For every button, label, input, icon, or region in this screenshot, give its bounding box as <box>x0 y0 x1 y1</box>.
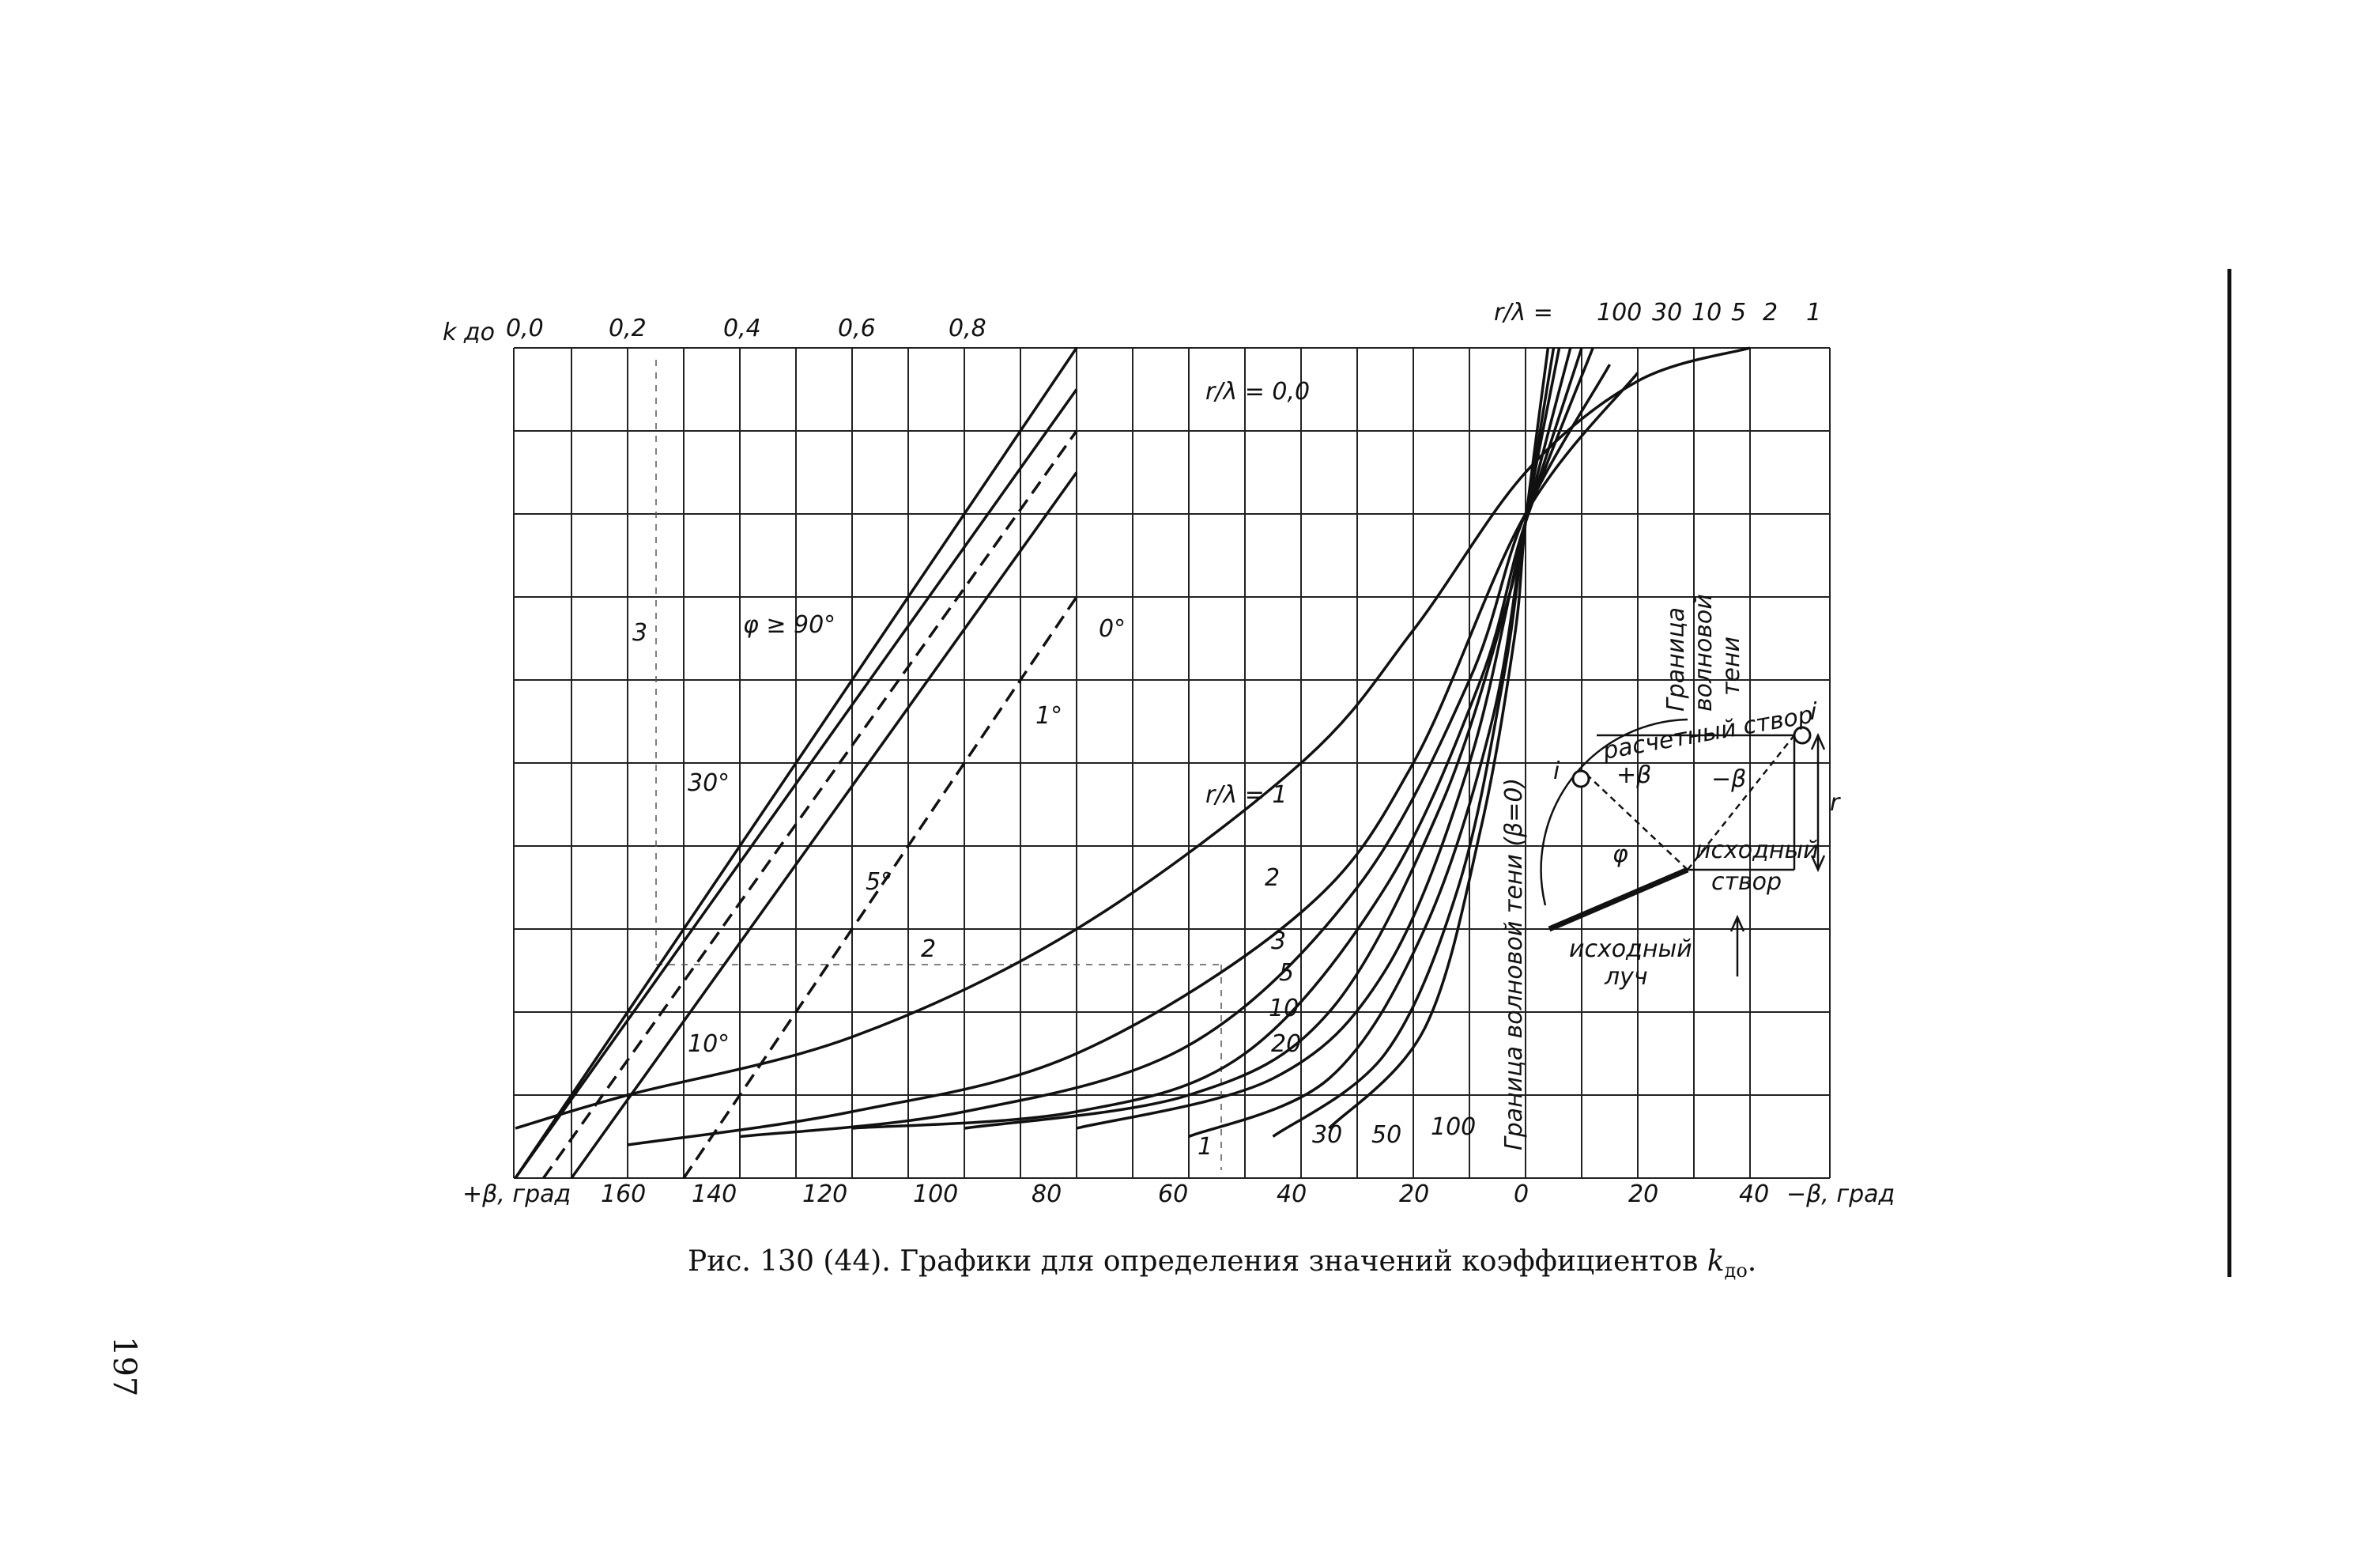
chart-grid-dashed <box>655 360 1222 1170</box>
inset-plus-beta: +β <box>1616 761 1651 789</box>
x-tick-left-5: 60 <box>1158 1180 1188 1208</box>
chart-grid <box>513 347 1831 1179</box>
curve-label-30: 30 <box>1312 1121 1342 1149</box>
r-lambda-top-0: 100 <box>1597 299 1642 327</box>
far-field-curve-4 <box>682 596 1078 1179</box>
inset-initial-ray-1: исходный <box>1569 935 1692 963</box>
caption-text: Рис. 130 (44). Графики для определения з… <box>688 1245 1707 1278</box>
curve-label-5: 5 <box>1279 959 1294 987</box>
inset-phi-label: φ <box>1612 840 1628 868</box>
r-lambda-curve-1 <box>515 346 1751 1130</box>
caption-tail: . <box>1747 1245 1757 1278</box>
phi-label-90: φ ≥ 90° <box>743 611 835 639</box>
y-tick-3: 0,6 <box>838 315 876 342</box>
shadow-small-label-3: тени <box>1718 636 1745 696</box>
example-label-3: 3 <box>632 619 647 647</box>
x-tick-left-0: 160 <box>601 1180 646 1208</box>
x-tick-left-2: 120 <box>802 1180 847 1208</box>
x-axis-label-left: +β, град <box>462 1180 571 1208</box>
inset-r-label: r <box>1830 789 1841 817</box>
caption-subscript: до <box>1724 1260 1748 1282</box>
x-tick-left-6: 40 <box>1277 1180 1307 1208</box>
figure-caption: Рис. 130 (44). Графики для определения з… <box>688 1245 1756 1282</box>
r-lambda-top-3: 5 <box>1731 299 1746 327</box>
curve-label-20: 20 <box>1271 1030 1301 1058</box>
caption-symbol: k <box>1707 1245 1725 1278</box>
r-lambda-top-1: 30 <box>1652 299 1682 327</box>
far-field-curve-2 <box>542 429 1078 1180</box>
r-lambda-top-4: 2 <box>1763 299 1778 327</box>
curve-label-2: 2 <box>1265 864 1280 892</box>
curve-label-3: 3 <box>1271 927 1286 955</box>
x-tick-left-3: 100 <box>913 1180 958 1208</box>
shadow-small-label-1: Граница <box>1662 607 1690 712</box>
shadow-small-label-2: волновой <box>1690 594 1718 712</box>
r-lambda-curve-100 <box>1328 347 1550 1130</box>
x-tick-right-1: 40 <box>1739 1180 1769 1208</box>
inset-initial-line-1: исходный <box>1695 837 1819 864</box>
r-lambda-curve-5 <box>851 347 1594 1130</box>
page-number: 197 <box>106 1336 142 1397</box>
phi-label-0: 0° <box>1099 615 1126 643</box>
page-edge-bar <box>2227 269 2231 1277</box>
shadow-boundary-label: Граница волновой тени (β=0) <box>1500 778 1528 1150</box>
inset-point-left-label: i <box>1553 757 1560 785</box>
inset-initial-ray-2: луч <box>1604 963 1648 991</box>
phi-label-5: 5° <box>866 868 892 896</box>
x-tick-left-4: 80 <box>1032 1180 1062 1208</box>
y-tick-1: 0,2 <box>609 315 647 342</box>
x-tick-right-0: 20 <box>1628 1180 1658 1208</box>
r-lambda-top-prefix: r/λ = <box>1494 299 1553 327</box>
r-lambda-curve-20 <box>1076 347 1572 1130</box>
x-axis-label-right: −β, град <box>1786 1180 1895 1208</box>
r-lambda-top-5: 1 <box>1806 299 1821 327</box>
example-label-1: 1 <box>1198 1133 1213 1161</box>
r-lambda-curve-3 <box>739 364 1612 1139</box>
y-tick-4: 0,8 <box>949 315 986 342</box>
phi-label-10: 10° <box>688 1030 730 1058</box>
inset-minus-beta: −β <box>1711 765 1746 793</box>
inset-point-left <box>1571 769 1590 788</box>
y-tick-2: 0,4 <box>723 315 761 342</box>
r-lambda-zero-label: r/λ = 0,0 <box>1205 378 1310 406</box>
inset-point-right <box>1793 726 1812 745</box>
y-tick-0: 0,0 <box>506 315 544 342</box>
r-lambda-one-label: r/λ = 1 <box>1205 781 1288 809</box>
r-lambda-top-2: 10 <box>1692 299 1722 327</box>
far-field-curve-1 <box>514 388 1078 1180</box>
x-tick-left-8: 0 <box>1514 1180 1529 1208</box>
inset-initial-line-2: створ <box>1711 868 1782 896</box>
phi-label-1: 1° <box>1035 702 1062 730</box>
y-axis-label: k до <box>443 319 495 346</box>
x-tick-left-7: 20 <box>1399 1180 1429 1208</box>
inset-point-right-label: i <box>1810 698 1817 726</box>
chart-curves <box>514 346 1751 1180</box>
x-tick-left-1: 140 <box>692 1180 737 1208</box>
far-field-curve-3 <box>570 471 1078 1180</box>
curve-label-10: 10 <box>1269 995 1299 1022</box>
far-field-curve-0 <box>514 347 1078 1179</box>
example-label-2: 2 <box>921 935 936 963</box>
curve-label-100: 100 <box>1431 1113 1476 1141</box>
curve-label-50: 50 <box>1371 1121 1401 1149</box>
phi-label-30: 30° <box>688 769 730 797</box>
